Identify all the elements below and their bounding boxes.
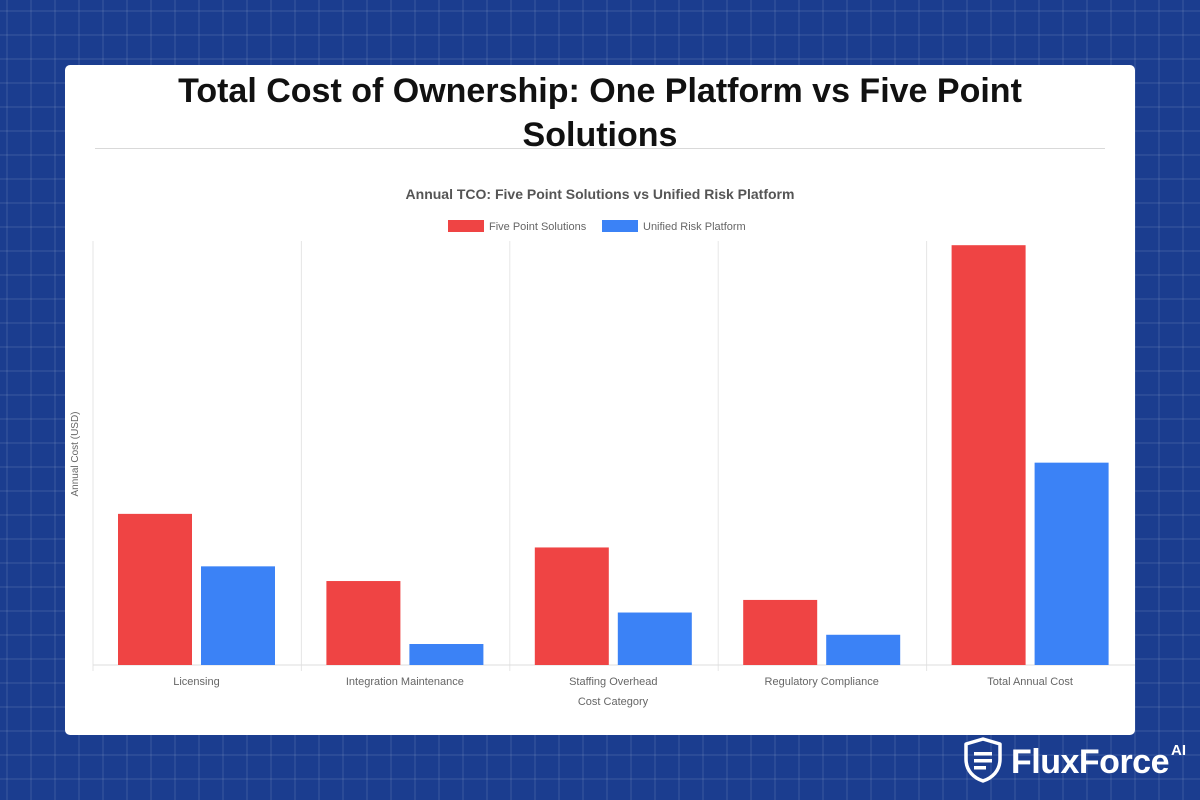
x-tick-label: Licensing [173, 676, 219, 688]
x-tick-label: Staffing Overhead [569, 676, 657, 688]
x-tick-label: Total Annual Cost [987, 676, 1073, 688]
legend-label: Unified Risk Platform [643, 221, 746, 233]
bar-chart: Annual TCO: Five Point Solutions vs Unif… [70, 186, 1135, 708]
x-tick-labels: Licensing Integration Maintenance Staffing… [173, 676, 1073, 688]
bar-unified-risk-platform [1034, 462, 1109, 665]
bar-unified-risk-platform [617, 612, 692, 665]
bar-unified-risk-platform [201, 566, 275, 665]
x-tick-label: Integration Maintenance [346, 676, 464, 688]
bar-five-point-solutions [534, 547, 609, 665]
bar-unified-risk-platform [409, 644, 484, 665]
bar-five-point-solutions [951, 245, 1026, 666]
legend-label: Five Point Solutions [489, 221, 587, 233]
brand-name: FluxForce [1011, 743, 1169, 781]
y-axis-label: Annual Cost (USD) [70, 411, 81, 496]
bar-five-point-solutions [118, 513, 192, 665]
chart-bars [118, 245, 1109, 666]
title-divider [95, 148, 1105, 149]
bar-unified-risk-platform [826, 634, 901, 665]
chart-title: Annual TCO: Five Point Solutions vs Unif… [406, 186, 795, 202]
fluxforce-logo: FluxForce AI [963, 737, 1186, 788]
brand-suffix: AI [1171, 742, 1186, 759]
bar-five-point-solutions [743, 599, 818, 665]
chart-card: Total Cost of Ownership: One Platform vs… [65, 65, 1135, 735]
bar-five-point-solutions [326, 581, 401, 665]
chart-legend: Five Point Solutions Unified Risk Platfor… [448, 220, 746, 233]
legend-swatch [448, 220, 484, 232]
x-tick-label: Regulatory Compliance [765, 676, 879, 688]
x-axis-label: Cost Category [578, 696, 649, 708]
page-title: Total Cost of Ownership: One Platform vs… [178, 72, 1022, 154]
shield-icon [963, 737, 1003, 788]
legend-swatch [602, 220, 638, 232]
